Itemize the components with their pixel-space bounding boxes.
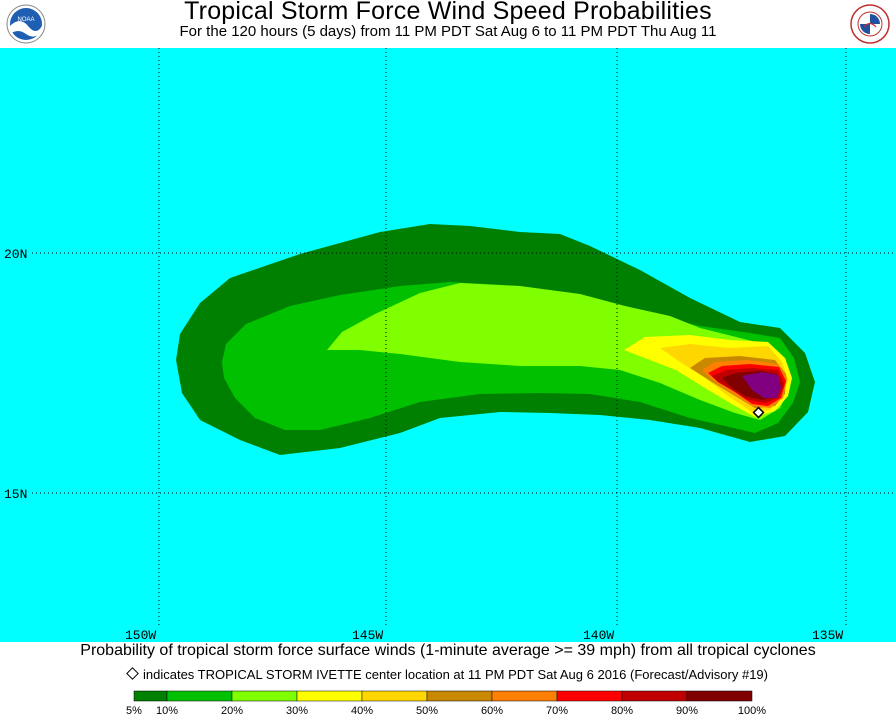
lon-label-145w: 145W bbox=[352, 628, 383, 642]
legend-swatch bbox=[686, 690, 753, 702]
legend-label: 30% bbox=[286, 705, 308, 716]
legend-swatch bbox=[296, 690, 363, 702]
legend-swatch bbox=[426, 690, 493, 702]
legend-label: 60% bbox=[481, 705, 503, 716]
lon-label-135w: 135W bbox=[812, 628, 843, 642]
svg-text:NOAA: NOAA bbox=[17, 17, 34, 23]
header: NOAA Tropical Storm Force Wind Speed Pro… bbox=[0, 0, 896, 48]
legend-label: 20% bbox=[221, 705, 243, 716]
probability-legend: 5% 10% 20% 30% 40% 50% 60% 70% 80% 90% 100% bbox=[126, 690, 766, 716]
prob-contour-100 bbox=[742, 372, 781, 398]
legend-label: 70% bbox=[546, 705, 568, 716]
storm-center-diamond-icon bbox=[752, 406, 765, 419]
legend-label: 40% bbox=[351, 705, 373, 716]
legend-label: 10% bbox=[156, 705, 178, 716]
legend-swatch bbox=[556, 690, 623, 702]
lon-label-140w: 140W bbox=[583, 628, 614, 642]
legend-label: 90% bbox=[676, 705, 698, 716]
lat-label-15n: 15N bbox=[4, 487, 27, 502]
legend-swatches bbox=[133, 690, 753, 702]
lat-label-20n: 20N bbox=[4, 247, 27, 262]
longitude-gridlines bbox=[158, 48, 847, 626]
legend-swatch bbox=[491, 690, 558, 702]
prob-contour-20 bbox=[327, 283, 790, 420]
page-subtitle: For the 120 hours (5 days) from 11 PM PD… bbox=[179, 23, 717, 40]
legend-swatch bbox=[133, 690, 168, 702]
legend-label: 100% bbox=[738, 705, 766, 716]
legend-swatch bbox=[621, 690, 688, 702]
storm-note: indicates TROPICAL STORM IVETTE center l… bbox=[0, 667, 896, 682]
storm-note-text: indicates TROPICAL STORM IVETTE center l… bbox=[143, 667, 768, 682]
latitude-gridlines bbox=[32, 252, 896, 494]
legend-swatch bbox=[166, 690, 233, 702]
legend-labels: 5% 10% 20% 30% 40% 50% 60% 70% 80% 90% 100% bbox=[126, 705, 766, 716]
noaa-logo: NOAA bbox=[6, 4, 46, 44]
probability-map: 20N 15N 150W 145W 140W 135W bbox=[0, 48, 896, 642]
legend-swatch bbox=[231, 690, 298, 702]
legend-label: 50% bbox=[416, 705, 438, 716]
diamond-icon bbox=[126, 667, 139, 680]
lon-label-150w: 150W bbox=[125, 628, 156, 642]
map-caption: Probability of tropical storm force surf… bbox=[80, 642, 816, 659]
legend-label: 80% bbox=[611, 705, 633, 716]
page-title: Tropical Storm Force Wind Speed Probabil… bbox=[184, 0, 712, 25]
legend-swatch bbox=[361, 690, 428, 702]
legend-label: 5% bbox=[126, 705, 142, 716]
nws-logo bbox=[850, 4, 890, 44]
